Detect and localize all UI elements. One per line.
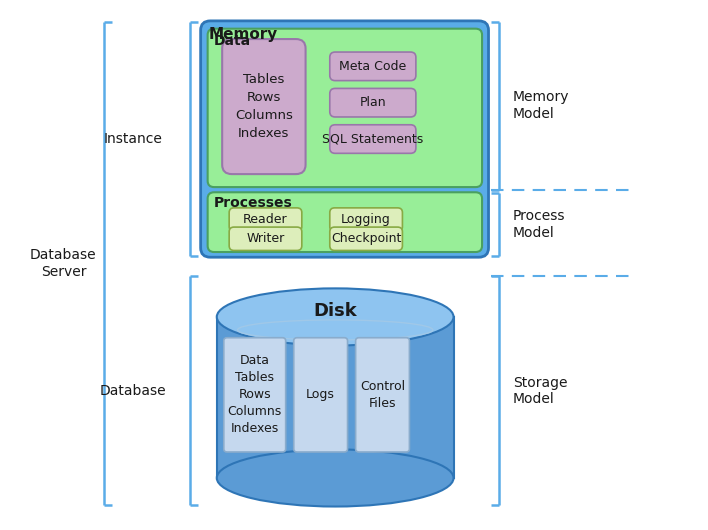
Text: SQL Statements: SQL Statements — [322, 132, 423, 146]
Text: Disk: Disk — [314, 302, 357, 320]
Text: Processes: Processes — [214, 196, 293, 210]
FancyBboxPatch shape — [224, 338, 285, 452]
Text: Writer: Writer — [246, 232, 285, 245]
FancyBboxPatch shape — [207, 29, 482, 187]
FancyBboxPatch shape — [330, 208, 402, 231]
Text: Control
Files: Control Files — [360, 380, 405, 410]
Text: Database
Server: Database Server — [30, 249, 97, 279]
FancyBboxPatch shape — [229, 208, 302, 231]
Text: Logging: Logging — [341, 213, 391, 226]
Text: Database: Database — [100, 384, 166, 398]
FancyBboxPatch shape — [355, 338, 409, 452]
Text: Process
Model: Process Model — [513, 209, 565, 240]
FancyBboxPatch shape — [330, 125, 416, 153]
Ellipse shape — [217, 449, 454, 507]
Text: Memory
Model: Memory Model — [513, 91, 569, 121]
FancyBboxPatch shape — [330, 89, 416, 117]
Text: Data: Data — [214, 34, 251, 48]
FancyBboxPatch shape — [330, 227, 402, 251]
FancyBboxPatch shape — [294, 338, 348, 452]
FancyBboxPatch shape — [222, 39, 306, 174]
Text: Checkpoint: Checkpoint — [331, 232, 401, 245]
Text: Storage
Model: Storage Model — [513, 376, 567, 406]
Text: Plan: Plan — [360, 96, 386, 109]
Bar — [217, 317, 454, 478]
FancyBboxPatch shape — [330, 52, 416, 81]
Text: Reader: Reader — [243, 213, 287, 226]
FancyBboxPatch shape — [207, 192, 482, 252]
FancyBboxPatch shape — [200, 21, 489, 257]
Text: Tables
Rows
Columns
Indexes: Tables Rows Columns Indexes — [235, 73, 293, 140]
Text: Instance: Instance — [104, 132, 163, 146]
Text: Meta Code: Meta Code — [339, 60, 406, 73]
Ellipse shape — [217, 288, 454, 346]
Text: Logs: Logs — [306, 388, 335, 401]
FancyBboxPatch shape — [229, 227, 302, 251]
Text: Data
Tables
Rows
Columns
Indexes: Data Tables Rows Columns Indexes — [227, 355, 282, 435]
Text: Memory: Memory — [209, 27, 278, 42]
